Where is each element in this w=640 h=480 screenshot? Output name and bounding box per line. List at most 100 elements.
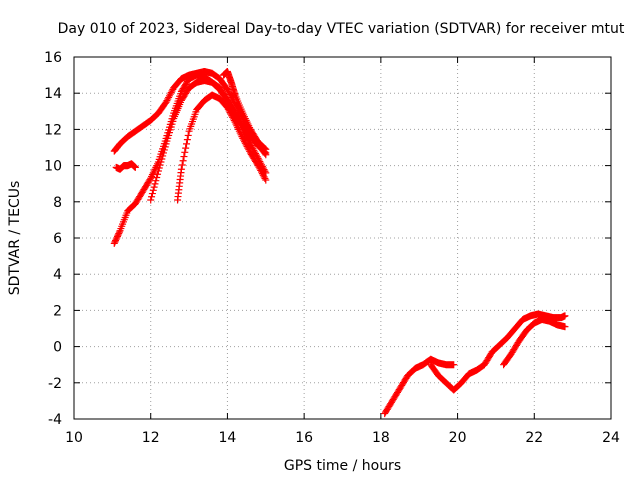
data-point	[254, 162, 262, 170]
data-point	[168, 87, 176, 95]
y-tick-label: 10	[44, 159, 62, 175]
y-tick-label: 14	[44, 86, 62, 102]
data-point	[246, 147, 254, 155]
data-point	[227, 110, 235, 118]
data-point	[148, 190, 156, 198]
series-arc-i	[500, 315, 569, 369]
data-point	[241, 139, 249, 147]
data-point	[257, 166, 265, 174]
data-point	[146, 176, 154, 184]
x-tick-label: 14	[219, 430, 237, 446]
series-arc-g	[381, 355, 458, 418]
y-tick-label: 6	[53, 231, 62, 247]
x-tick-label: 12	[142, 430, 160, 446]
data-point	[561, 323, 569, 331]
data-point	[156, 161, 164, 169]
data-point	[178, 161, 186, 169]
data-point	[258, 170, 266, 178]
data-point	[183, 140, 191, 148]
data-point	[154, 170, 162, 178]
y-tick-label: 4	[53, 267, 62, 283]
x-tick-label: 10	[65, 430, 83, 446]
data-point	[183, 136, 191, 144]
y-axis-label: SDTVAR / TECUs	[7, 181, 23, 296]
data-point	[244, 144, 252, 152]
data-point	[261, 174, 269, 182]
data-point	[225, 107, 233, 115]
data-point	[223, 95, 231, 103]
data-point	[166, 90, 174, 98]
data-point	[240, 136, 248, 144]
data-point	[259, 171, 267, 179]
data-point	[261, 145, 269, 153]
series-arc-e	[174, 91, 270, 204]
data-point	[256, 165, 264, 173]
data-point	[225, 89, 233, 97]
y-tick-label: 2	[53, 303, 62, 319]
data-point	[165, 92, 173, 100]
data-point	[153, 173, 161, 181]
data-point	[228, 112, 236, 120]
data-point	[227, 92, 235, 100]
x-tick-label: 20	[449, 430, 467, 446]
data-point	[243, 142, 251, 150]
data-point	[115, 228, 123, 236]
data-point	[167, 89, 175, 97]
series-arc-d	[147, 77, 270, 204]
data-point	[262, 145, 270, 153]
data-point	[184, 131, 192, 139]
data-series	[110, 67, 569, 418]
data-point	[239, 134, 247, 142]
data-point	[242, 141, 250, 149]
data-point	[255, 163, 263, 171]
data-point	[149, 186, 157, 194]
data-point	[160, 146, 168, 154]
data-point	[226, 90, 234, 98]
data-point	[180, 153, 188, 161]
data-point	[182, 144, 190, 152]
y-tick-label: 16	[44, 50, 62, 66]
data-point	[160, 149, 167, 157]
x-tick-label: 22	[525, 430, 543, 446]
data-point	[260, 144, 268, 152]
data-point	[147, 196, 155, 204]
series-arc-c	[110, 71, 270, 247]
chart-title: Day 010 of 2023, Sidereal Day-to-day VTE…	[58, 21, 625, 37]
y-tick-label: 8	[53, 195, 62, 211]
plot-frame	[73, 56, 612, 420]
data-point	[150, 183, 158, 191]
data-point	[157, 158, 165, 166]
data-point	[226, 109, 234, 117]
data-point	[148, 193, 156, 201]
data-point	[224, 105, 232, 113]
data-point	[131, 163, 139, 171]
data-point	[177, 165, 185, 173]
data-point	[159, 152, 167, 160]
data-point	[165, 93, 173, 101]
data-point	[245, 146, 253, 154]
y-tick-label: -2	[48, 376, 62, 392]
data-point	[262, 176, 270, 184]
data-point	[152, 177, 160, 185]
data-point	[223, 104, 231, 112]
data-point	[240, 138, 248, 146]
data-point	[253, 160, 261, 168]
data-point	[154, 167, 162, 175]
data-point	[223, 86, 231, 94]
data-point	[155, 164, 163, 172]
y-tick-label: -4	[48, 412, 62, 428]
series-arc-f	[220, 67, 270, 153]
data-point	[181, 148, 189, 156]
data-point	[161, 143, 169, 151]
x-tick-label: 18	[372, 430, 390, 446]
data-point	[162, 98, 170, 106]
data-point	[229, 115, 237, 123]
y-tick-label: 12	[44, 122, 62, 138]
data-point	[163, 97, 171, 105]
series-arc-b	[112, 160, 139, 173]
data-point	[230, 117, 238, 125]
data-point	[158, 155, 166, 163]
data-point	[258, 168, 266, 176]
